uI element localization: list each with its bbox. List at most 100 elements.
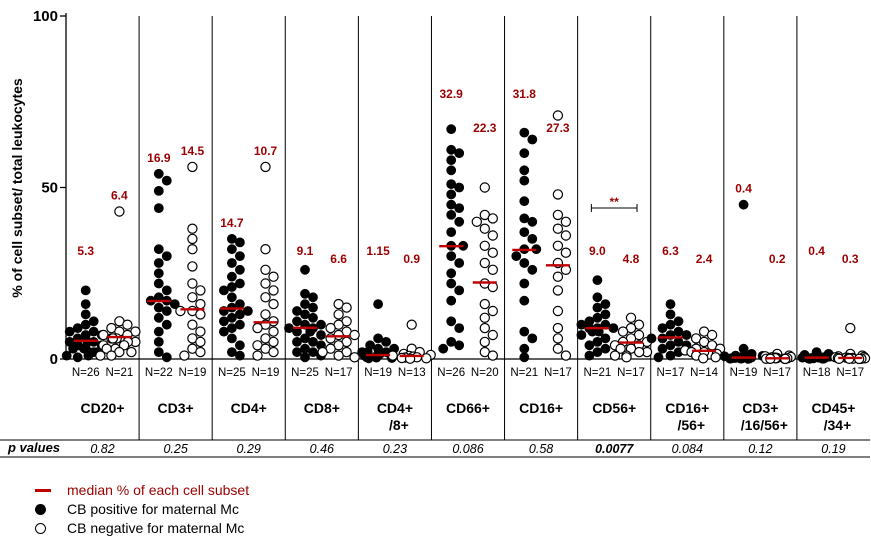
group-label-line2: /34+ — [824, 417, 852, 433]
group-points — [719, 199, 797, 365]
point-positive — [153, 268, 164, 279]
point-positive — [80, 309, 91, 320]
point-negative — [260, 161, 271, 173]
p-value: 0.0077 — [595, 442, 634, 456]
median-label-positive: 0.4 — [735, 182, 752, 196]
point-negative — [552, 240, 564, 251]
y-tick-label: 0 — [50, 351, 58, 368]
n-label-negative: N=21 — [105, 367, 133, 379]
point-positive — [592, 292, 603, 303]
point-negative — [552, 285, 564, 296]
point-positive — [519, 148, 530, 159]
point-negative — [175, 305, 186, 317]
point-positive — [446, 278, 457, 289]
group-label: CD3+ — [158, 400, 194, 416]
n-label-positive: N=21 — [583, 367, 611, 379]
n-label-negative: N=14 — [690, 367, 718, 379]
point-positive — [519, 165, 530, 176]
point-positive — [234, 350, 245, 361]
point-positive — [161, 251, 172, 261]
point-positive — [657, 323, 668, 333]
point-negative — [106, 350, 117, 361]
point-negative — [698, 353, 709, 364]
point-negative — [260, 278, 271, 289]
point-negative — [187, 233, 198, 245]
point-positive — [381, 336, 391, 347]
point-negative — [560, 350, 572, 361]
point-positive — [153, 168, 164, 179]
group-points — [61, 206, 141, 363]
point-negative — [268, 271, 279, 282]
point-negative — [552, 305, 564, 317]
point-layer — [61, 110, 871, 365]
median-label-positive: 9.1 — [297, 244, 314, 258]
point-positive — [454, 203, 465, 213]
median-label-negative: 4.8 — [623, 252, 640, 266]
point-positive — [454, 258, 465, 268]
point-negative — [625, 312, 637, 323]
point-negative — [268, 298, 279, 310]
median-label-negative: 6.6 — [330, 252, 347, 266]
point-positive — [80, 299, 91, 309]
point-negative — [349, 329, 360, 341]
cell-subset-group: 0.4 0.2 N=19 N=17 CD3+/16/56+ 0.12 — [723, 16, 791, 456]
point-positive — [657, 343, 668, 354]
point-negative — [479, 257, 490, 269]
point-positive — [161, 352, 172, 363]
median-label-negative: 14.5 — [181, 144, 205, 158]
point-positive — [153, 278, 164, 289]
p-value: 0.19 — [821, 442, 845, 456]
point-negative — [471, 216, 482, 227]
point-positive — [576, 330, 587, 340]
cell-subset-group: 31.8 27.3 N=21 N=17 CD16+ 0.58 — [504, 16, 572, 456]
point-positive — [153, 185, 164, 196]
p-value: 0.084 — [672, 442, 703, 456]
point-positive — [68, 343, 78, 354]
median-label-positive: 9.0 — [589, 244, 606, 258]
point-positive — [608, 323, 619, 333]
point-positive — [72, 352, 83, 363]
point-negative — [560, 247, 572, 258]
n-label-positive: N=25 — [218, 367, 246, 379]
point-negative — [634, 346, 645, 358]
point-negative — [487, 281, 498, 293]
n-label-negative: N=19 — [252, 367, 280, 379]
point-positive — [80, 285, 91, 296]
point-negative — [552, 343, 564, 354]
point-negative — [552, 333, 564, 344]
point-negative — [479, 223, 490, 234]
point-positive — [454, 285, 465, 296]
n-label-positive: N=19 — [730, 367, 758, 379]
group-points — [218, 161, 279, 361]
point-negative — [195, 309, 206, 320]
median-label-positive: 31.8 — [513, 87, 537, 101]
significance-marker: ** — [610, 195, 620, 209]
n-label-positive: N=21 — [510, 367, 538, 379]
median-label-positive: 0.4 — [808, 244, 825, 258]
point-negative — [479, 312, 490, 323]
point-negative — [621, 352, 632, 363]
p-value: 0.46 — [310, 442, 334, 456]
point-negative — [114, 206, 125, 217]
median-label-positive: 16.9 — [147, 151, 171, 165]
point-negative — [421, 353, 432, 364]
point-positive — [519, 343, 530, 354]
point-positive — [527, 134, 538, 145]
median-label-negative: 27.3 — [546, 121, 570, 135]
group-label-line2: /16/56+ — [741, 417, 788, 433]
n-label-positive: N=19 — [364, 367, 392, 379]
point-positive — [584, 350, 595, 361]
group-label-line2: /56+ — [677, 417, 705, 433]
point-negative — [268, 336, 279, 348]
median-label-negative: 0.9 — [403, 252, 420, 266]
n-label-negative: N=17 — [617, 367, 645, 379]
point-positive — [161, 175, 172, 186]
point-positive — [234, 237, 245, 248]
group-points — [284, 264, 360, 363]
point-negative — [187, 261, 198, 272]
median-label-negative: 2.4 — [696, 252, 713, 266]
point-positive — [665, 299, 676, 309]
point-negative — [179, 350, 190, 361]
point-positive — [519, 278, 530, 289]
point-negative — [845, 322, 856, 334]
